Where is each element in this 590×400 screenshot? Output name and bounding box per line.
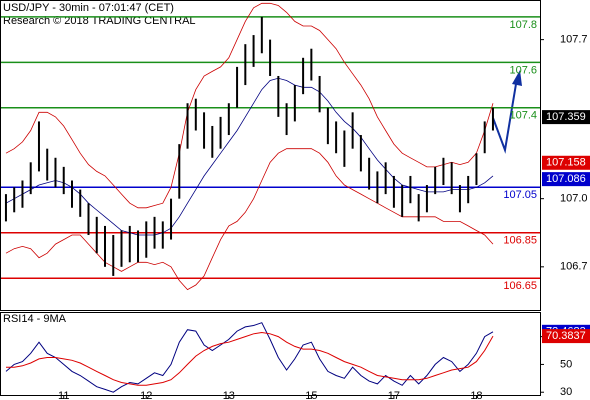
band-line <box>5 148 494 291</box>
forecast-arrow <box>492 77 518 154</box>
y-tick-label: 107.7 <box>560 34 588 46</box>
level-label: 107.8 <box>509 19 537 31</box>
y-tick-label: 50 <box>560 358 572 370</box>
price-frame <box>0 0 541 311</box>
price-marker-label: 107.086 <box>546 173 586 185</box>
rsi-line <box>6 331 494 386</box>
price-marker <box>542 172 590 187</box>
chart-subtitle: Research © 2018 TRADING CENTRAL <box>3 15 196 27</box>
price-marker-label: 107.359 <box>546 111 586 123</box>
chart-title: USD/JPY - 30min - 07:01:47 (CET) <box>3 2 174 14</box>
x-tick-label: 17 <box>388 390 400 400</box>
y-tick-label: 106.7 <box>560 261 588 273</box>
x-tick-label: 12 <box>140 390 152 400</box>
level-label: 106.65 <box>503 280 537 292</box>
price-marker-label: 70.3837 <box>546 330 586 342</box>
price-marker <box>542 329 590 344</box>
x-tick-label: 18 <box>470 390 482 400</box>
level-label: 107.6 <box>509 64 537 76</box>
forecast-arrowhead <box>512 70 522 86</box>
x-tick-label: 11 <box>58 390 69 400</box>
x-tick-label: 13 <box>223 390 235 400</box>
y-tick-label: 107.0 <box>560 193 588 205</box>
level-label: 107.4 <box>509 110 537 122</box>
rsi-frame <box>0 312 541 396</box>
rsi-title: RSI14 - 9MA <box>3 313 67 325</box>
x-tick-label: 15 <box>305 390 317 400</box>
band-line <box>5 2 494 209</box>
price-marker <box>542 110 590 125</box>
band-line <box>5 77 494 236</box>
price-marker-label: 107.158 <box>546 157 586 169</box>
rsi-line <box>5 322 494 393</box>
price-marker <box>542 155 590 170</box>
level-label: 106.85 <box>503 235 537 247</box>
level-label: 107.05 <box>503 189 537 201</box>
y-tick-label: 30 <box>560 386 572 398</box>
